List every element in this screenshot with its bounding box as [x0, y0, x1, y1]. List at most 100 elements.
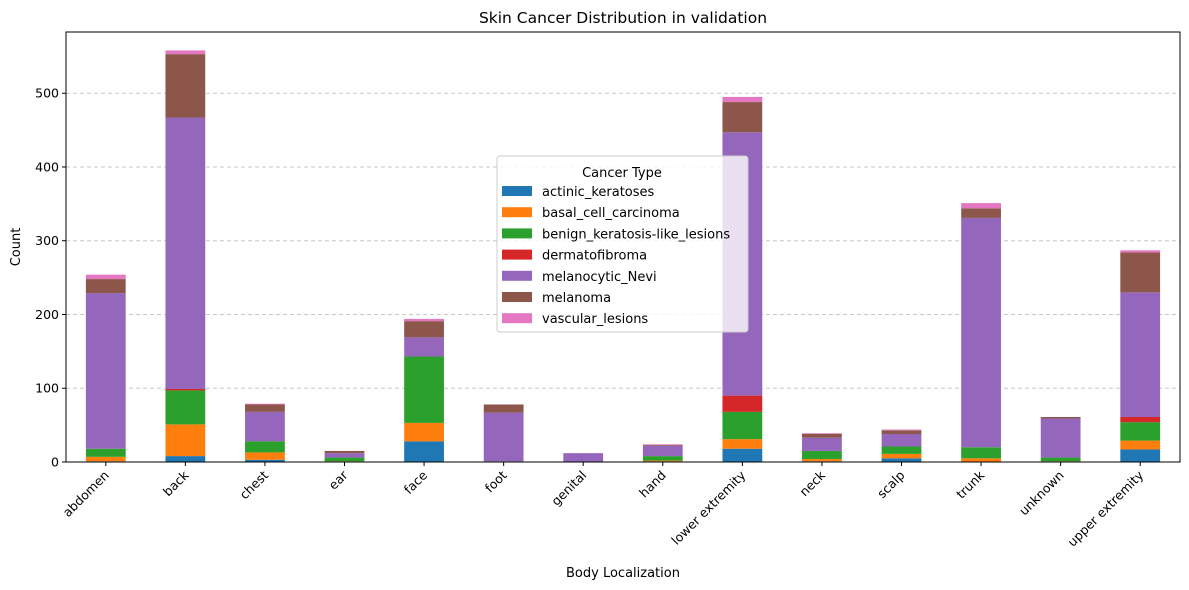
bar-segment-vascular_lesions-trunk	[961, 203, 1001, 209]
bar-segment-vascular_lesions-hand	[642, 444, 683, 446]
bar-segment-benign_keratosis-like_lesions-unknown	[1040, 457, 1081, 462]
x-tick-label: hand	[636, 468, 669, 501]
bar-segment-basal_cell_carcinoma-upper-extremity	[1120, 440, 1161, 450]
bar-segment-benign_keratosis-like_lesions-chest	[245, 441, 285, 453]
bar-segment-melanoma-back	[165, 54, 206, 118]
legend-swatch-dermatofibroma	[502, 249, 532, 260]
legend-swatch-melanoma	[502, 292, 532, 302]
bar-segment-melanocytic_Nevi-upper-extremity	[1120, 292, 1161, 418]
bar-segment-melanocytic_Nevi-back	[165, 117, 206, 389]
x-tick-label: unknown	[1016, 468, 1067, 519]
bar-segment-melanoma-upper-extremity	[1120, 252, 1161, 293]
legend-box	[496, 155, 749, 333]
bars	[85, 50, 1161, 462]
x-tick-label: abdomen	[60, 468, 112, 520]
bar-segment-melanoma-lower-extremity	[722, 102, 763, 133]
bar-segment-melanocytic_Nevi-ear	[324, 453, 365, 458]
bar-segment-vascular_lesions-face	[404, 318, 444, 322]
x-tick-label: scalp	[874, 467, 908, 501]
bar-segment-dermatofibroma-back	[165, 388, 206, 391]
bar-segment-melanoma-ear	[324, 450, 365, 454]
chart-title: Skin Cancer Distribution in validation	[479, 9, 767, 27]
bar-segment-basal_cell_carcinoma-neck	[802, 459, 842, 462]
bar-segment-melanoma-neck	[802, 433, 842, 438]
legend-label-melanocytic_Nevi: melanocytic_Nevi	[542, 270, 657, 285]
legend-label-vascular_lesions: vascular_lesions	[542, 312, 648, 327]
legend-label-melanoma: melanoma	[542, 291, 611, 306]
bar-segment-benign_keratosis-like_lesions-ear	[324, 457, 365, 462]
x-tick-label: lower extremity	[668, 467, 749, 548]
bar-segment-benign_keratosis-like_lesions-face	[404, 356, 444, 423]
legend-label-basal_cell_carcinoma: basal_cell_carcinoma	[542, 206, 680, 221]
bar-segment-actinic_keratoses-upper-extremity	[1120, 449, 1161, 462]
bar-segment-melanoma-foot	[483, 404, 524, 413]
bar-segment-melanoma-face	[404, 321, 444, 338]
bar-segment-melanocytic_Nevi-unknown	[1040, 418, 1081, 458]
y-tick-label: 400	[35, 159, 59, 174]
bar-segment-benign_keratosis-like_lesions-trunk	[961, 447, 1001, 459]
y-tick-label: 200	[35, 307, 59, 322]
bar-segment-basal_cell_carcinoma-trunk	[961, 458, 1001, 462]
legend: Cancer Type actinic_keratoses basal_cell_…	[496, 155, 749, 333]
y-axis-label: Count	[9, 228, 24, 267]
legend-swatch-actinic_keratoses	[502, 186, 532, 196]
bar-segment-melanocytic_Nevi-genital	[563, 453, 604, 462]
legend-label-benign_keratosis-like_lesions: benign_keratosis-like_lesions	[542, 227, 730, 242]
bar-segment-melanocytic_Nevi-abdomen	[85, 293, 126, 449]
bar-segment-actinic_keratoses-scalp	[881, 458, 922, 462]
bar-segment-basal_cell_carcinoma-face	[404, 422, 444, 442]
y-tick-label: 100	[35, 381, 59, 396]
bar-segment-basal_cell_carcinoma-back	[165, 424, 206, 457]
y-tick-label: 0	[51, 455, 59, 470]
y-axis: 0 100 200 300 400 500	[35, 86, 66, 470]
bar-segment-melanocytic_Nevi-chest	[245, 411, 285, 442]
bar-segment-benign_keratosis-like_lesions-scalp	[881, 446, 922, 454]
legend-swatch-vascular_lesions	[502, 313, 532, 324]
bar-segment-basal_cell_carcinoma-lower-extremity	[722, 439, 763, 449]
x-tick-label: ear	[326, 467, 352, 493]
bar-segment-vascular_lesions-abdomen	[85, 274, 126, 280]
x-tick-label: chest	[236, 467, 271, 502]
bar-segment-melanoma-trunk	[961, 208, 1001, 218]
bar-segment-melanocytic_Nevi-foot	[483, 412, 524, 462]
x-tick-label: trunk	[953, 467, 988, 502]
bar-segment-benign_keratosis-like_lesions-neck	[802, 450, 842, 460]
bar-segment-vascular_lesions-back	[165, 50, 206, 55]
x-axis: abdomen back chest ear face foot genital hand lo…	[60, 462, 1147, 549]
bar-segment-dermatofibroma-lower-extremity	[722, 395, 763, 412]
bar-segment-vascular_lesions-lower-extremity	[722, 96, 763, 103]
bar-segment-actinic_keratoses-lower-extremity	[722, 448, 763, 462]
bar-segment-vascular_lesions-neck	[802, 433, 842, 434]
bar-segment-melanocytic_Nevi-trunk	[961, 217, 1001, 448]
bar-segment-benign_keratosis-like_lesions-hand	[642, 456, 683, 461]
bar-segment-basal_cell_carcinoma-hand	[642, 460, 683, 462]
bar-segment-melanocytic_Nevi-scalp	[881, 433, 922, 447]
bar-segment-melanocytic_Nevi-neck	[802, 437, 842, 451]
bar-segment-melanoma-abdomen	[85, 279, 126, 294]
legend-label-dermatofibroma: dermatofibroma	[542, 249, 647, 264]
bar-segment-basal_cell_carcinoma-chest	[245, 452, 285, 460]
bar-segment-melanoma-scalp	[881, 430, 922, 434]
bar-segment-benign_keratosis-like_lesions-lower-extremity	[722, 411, 763, 440]
x-tick-label: neck	[796, 467, 828, 499]
x-tick-label: back	[160, 467, 192, 499]
legend-swatch-basal_cell_carcinoma	[502, 207, 532, 218]
legend-swatch-melanocytic_Nevi	[502, 270, 532, 281]
bar-segment-melanoma-chest	[245, 404, 285, 412]
bar-segment-basal_cell_carcinoma-abdomen	[85, 456, 126, 462]
legend-title: Cancer Type	[582, 166, 662, 181]
x-tick-label: foot	[482, 467, 510, 495]
x-tick-label: genital	[548, 468, 589, 509]
bar-segment-melanoma-unknown	[1040, 417, 1081, 419]
bar-segment-melanocytic_Nevi-face	[404, 337, 444, 357]
x-axis-label: Body Localization	[566, 566, 680, 581]
bar-segment-actinic_keratoses-face	[404, 441, 444, 462]
bar-segment-actinic_keratoses-chest	[245, 459, 285, 462]
bar-segment-dermatofibroma-upper-extremity	[1120, 417, 1161, 423]
legend-label-actinic_keratoses: actinic_keratoses	[542, 185, 655, 200]
bar-segment-melanocytic_Nevi-hand	[642, 445, 683, 457]
bar-segment-melanoma-hand	[642, 445, 683, 446]
plot-frame	[65, 31, 1181, 463]
x-tick-label: face	[401, 467, 431, 497]
